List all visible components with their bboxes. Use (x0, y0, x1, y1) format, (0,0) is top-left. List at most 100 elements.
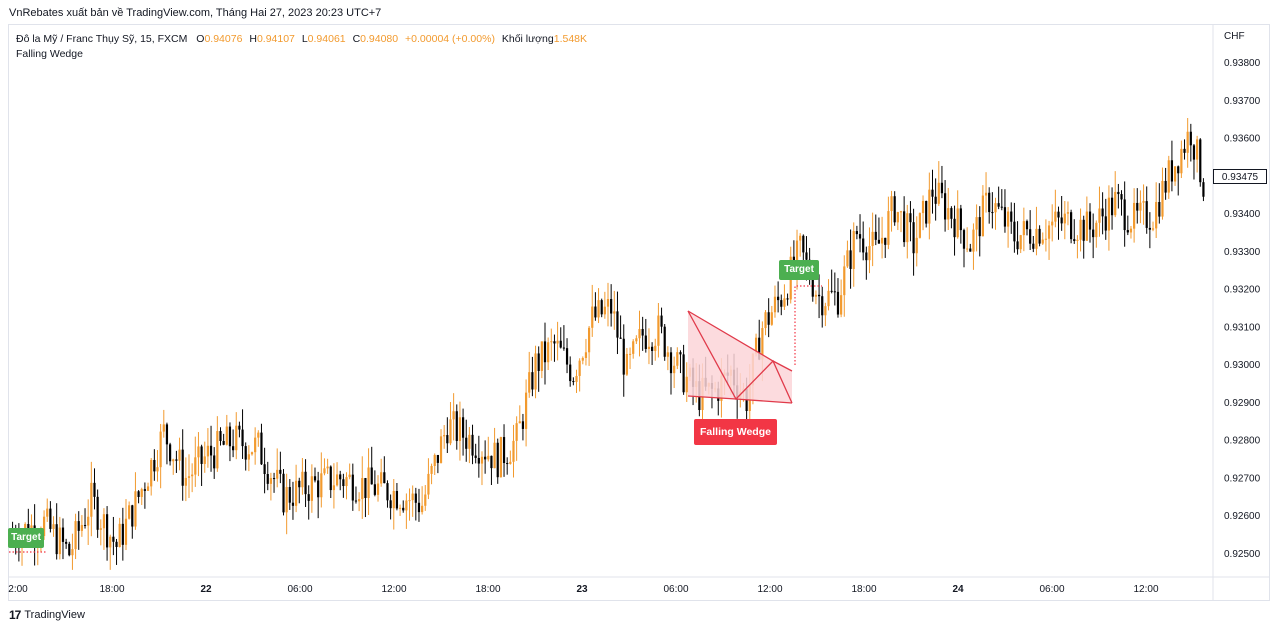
candle-body (241, 429, 244, 447)
candle-body (1044, 238, 1048, 240)
candle-body (997, 203, 1000, 207)
candle-body (506, 463, 509, 465)
candle-body (1006, 211, 1010, 227)
candle-body (1022, 221, 1025, 236)
candle-body (90, 482, 93, 517)
candle-body (638, 328, 641, 339)
candle-body (1085, 211, 1088, 241)
candle-body (317, 480, 320, 498)
candle-body (531, 372, 534, 390)
candle-body (250, 452, 254, 455)
candle-body (493, 442, 496, 469)
candle-body (194, 457, 197, 475)
time-tick-label: 06:00 (287, 584, 312, 595)
candle-body (1120, 194, 1123, 200)
candle-body (235, 425, 238, 451)
candle-body (569, 364, 572, 382)
candle-body (1032, 243, 1035, 249)
candle-body (928, 189, 931, 224)
candle-body (304, 471, 307, 495)
candle-body (468, 434, 471, 449)
candle-body (1199, 139, 1202, 183)
candle-body (102, 514, 106, 529)
target-line-mid (794, 285, 822, 365)
candle-body (1114, 191, 1117, 216)
time-tick-label: 12:00 (381, 584, 406, 595)
candle-body (666, 352, 669, 357)
candle-body (1180, 148, 1183, 174)
candle-body (213, 455, 216, 469)
candle-body (436, 454, 439, 463)
candle-body (1029, 229, 1032, 244)
candle-body (840, 295, 843, 315)
candle-body (562, 347, 565, 349)
candle-body (899, 211, 903, 213)
candle-body (799, 235, 802, 241)
legend-change: +0.00004 (+0.00%) (405, 33, 495, 45)
candle-body (836, 291, 840, 315)
candle-body (814, 294, 818, 297)
candle-body (962, 230, 966, 249)
candle-body (786, 298, 789, 300)
price-tick-label: 0.92900 (1224, 398, 1261, 409)
candle-body (1192, 145, 1196, 160)
candle-body (1177, 166, 1180, 174)
candle-body (830, 290, 833, 292)
candle-body (795, 240, 799, 268)
candle-body (1126, 230, 1129, 233)
time-tick-label: 18:00 (851, 584, 876, 595)
candle-body (291, 502, 295, 506)
candle-body (975, 217, 978, 230)
candle-body (150, 459, 153, 487)
candle-body (118, 523, 121, 547)
candle-body (197, 446, 200, 458)
candle-body (1057, 211, 1060, 218)
candle-body (912, 222, 915, 254)
candle-body (1202, 182, 1205, 197)
candle-body (232, 446, 235, 451)
candle-body (219, 431, 222, 442)
candle-body (276, 469, 279, 479)
target-label-mid: Target (779, 260, 819, 280)
candle-body (339, 474, 342, 480)
candle-body (398, 507, 402, 509)
candle-body (647, 346, 651, 349)
candle-body (802, 235, 805, 253)
candle-body (140, 489, 143, 497)
candle-body (1189, 131, 1192, 146)
candle-body (137, 491, 140, 497)
candle-body (764, 312, 767, 329)
legend-symbol: Đô la Mỹ / Franc Thụy Sỹ, 15, FXCM (16, 33, 188, 45)
candle-body (821, 296, 824, 316)
candle-body (783, 298, 786, 307)
candle-body (370, 467, 373, 485)
candle-body (1016, 241, 1019, 250)
candle-body (896, 212, 899, 223)
candle-body (1123, 199, 1126, 231)
candle-body (332, 485, 336, 491)
candle-body (279, 469, 282, 474)
candle-body (915, 237, 918, 254)
candle-body (93, 482, 96, 497)
chart-legend: Đô la Mỹ / Franc Thụy Sỹ, 15, FXCM O0.94… (16, 32, 587, 61)
chart-frame[interactable] (8, 24, 1270, 601)
candle-body (868, 245, 871, 261)
candle-body (1101, 208, 1104, 217)
candle-body (874, 231, 877, 240)
candle-body (663, 326, 666, 357)
price-tick-label: 0.93400 (1224, 209, 1261, 220)
candle-body (940, 182, 944, 194)
candle-body (446, 435, 449, 444)
candle-body (1104, 216, 1107, 231)
candle-body (1047, 225, 1051, 239)
candle-body (175, 459, 178, 461)
candle-body (285, 487, 288, 513)
candle-body (480, 456, 484, 464)
price-tick-label: 0.93100 (1224, 322, 1261, 333)
candle-body (1025, 221, 1029, 230)
candle-body (858, 234, 862, 239)
candle-body (1092, 229, 1095, 238)
candle-body (1148, 227, 1151, 230)
candle-body (959, 208, 962, 231)
